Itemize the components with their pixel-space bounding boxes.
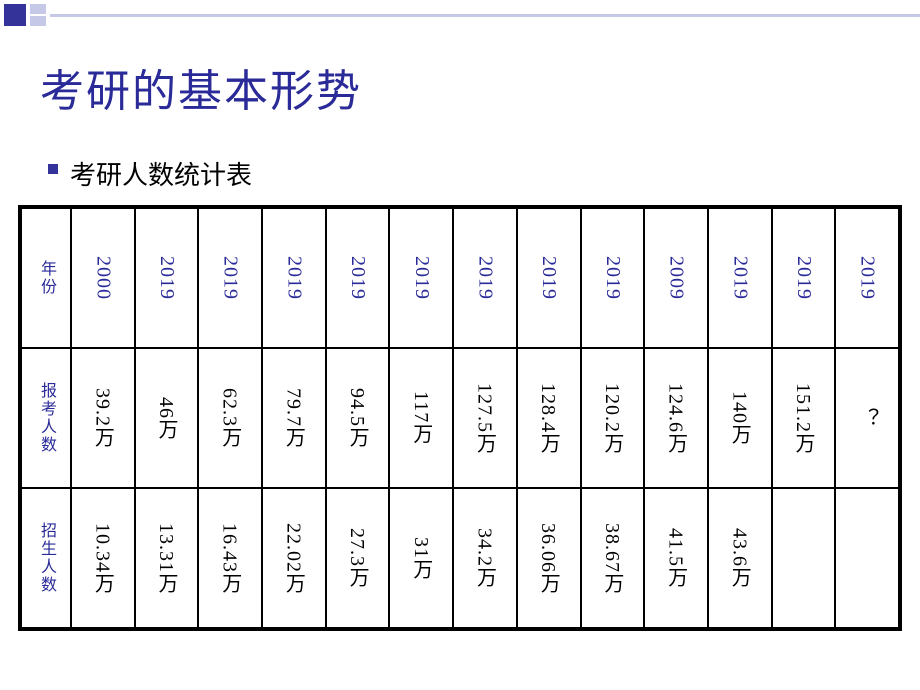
year-cell: 2019 bbox=[262, 208, 326, 348]
applicant-cell: 124.6万 bbox=[644, 348, 708, 488]
year-cell: 2019 bbox=[835, 208, 899, 348]
year-cell: 2009 bbox=[644, 208, 708, 348]
year-cell: 2019 bbox=[326, 208, 390, 348]
statistics-table: 年份 2000 2019 2019 2019 2019 2019 2019 20… bbox=[18, 205, 902, 631]
applicant-cell: 127.5万 bbox=[453, 348, 517, 488]
applicant-cell: 151.2万 bbox=[772, 348, 836, 488]
year-cell: 2019 bbox=[453, 208, 517, 348]
year-cell: 2019 bbox=[198, 208, 262, 348]
applicant-cell: 128.4万 bbox=[517, 348, 581, 488]
row-label-applicants: 报考人数 bbox=[21, 348, 71, 488]
enrollment-cell: 34.2万 bbox=[453, 488, 517, 628]
enrollment-cell bbox=[772, 488, 836, 628]
enrollment-cell: 31万 bbox=[389, 488, 453, 628]
applicant-cell: 117万 bbox=[389, 348, 453, 488]
year-cell: 2019 bbox=[517, 208, 581, 348]
year-cell: 2019 bbox=[389, 208, 453, 348]
row-label-year: 年份 bbox=[21, 208, 71, 348]
enrollment-cell: 43.6万 bbox=[708, 488, 772, 628]
slide-title: 考研的基本形势 bbox=[40, 55, 362, 119]
deco-horizontal-line bbox=[50, 14, 920, 17]
enrollment-cell bbox=[835, 488, 899, 628]
enrollment-cell: 36.06万 bbox=[517, 488, 581, 628]
applicant-cell: 120.2万 bbox=[581, 348, 645, 488]
applicant-cell: 46万 bbox=[135, 348, 199, 488]
deco-square-large bbox=[4, 4, 26, 26]
enrollment-cell: 13.31万 bbox=[135, 488, 199, 628]
year-cell: 2000 bbox=[71, 208, 135, 348]
year-cell: 2019 bbox=[581, 208, 645, 348]
row-label-enrollments: 招生人数 bbox=[21, 488, 71, 628]
year-cell: 2019 bbox=[135, 208, 199, 348]
applicant-cell: 79.7万 bbox=[262, 348, 326, 488]
enrollment-cell: 38.67万 bbox=[581, 488, 645, 628]
applicant-cell: 39.2万 bbox=[71, 348, 135, 488]
slide-subtitle: 考研人数统计表 bbox=[70, 155, 252, 192]
enrollment-cell: 16.43万 bbox=[198, 488, 262, 628]
enrollment-cell: 41.5万 bbox=[644, 488, 708, 628]
enrollment-cell: 22.02万 bbox=[262, 488, 326, 628]
applicant-cell: 62.3万 bbox=[198, 348, 262, 488]
applicant-cell: 140万 bbox=[708, 348, 772, 488]
year-cell: 2019 bbox=[772, 208, 836, 348]
deco-square-small-1 bbox=[30, 4, 46, 14]
deco-square-small-2 bbox=[30, 16, 46, 26]
enrollment-cell: 27.3万 bbox=[326, 488, 390, 628]
applicant-cell: 94.5万 bbox=[326, 348, 390, 488]
applicant-cell: ？ bbox=[835, 348, 899, 488]
bullet-icon bbox=[48, 164, 58, 174]
slide-decoration bbox=[0, 0, 920, 30]
year-cell: 2019 bbox=[708, 208, 772, 348]
enrollment-cell: 10.34万 bbox=[71, 488, 135, 628]
